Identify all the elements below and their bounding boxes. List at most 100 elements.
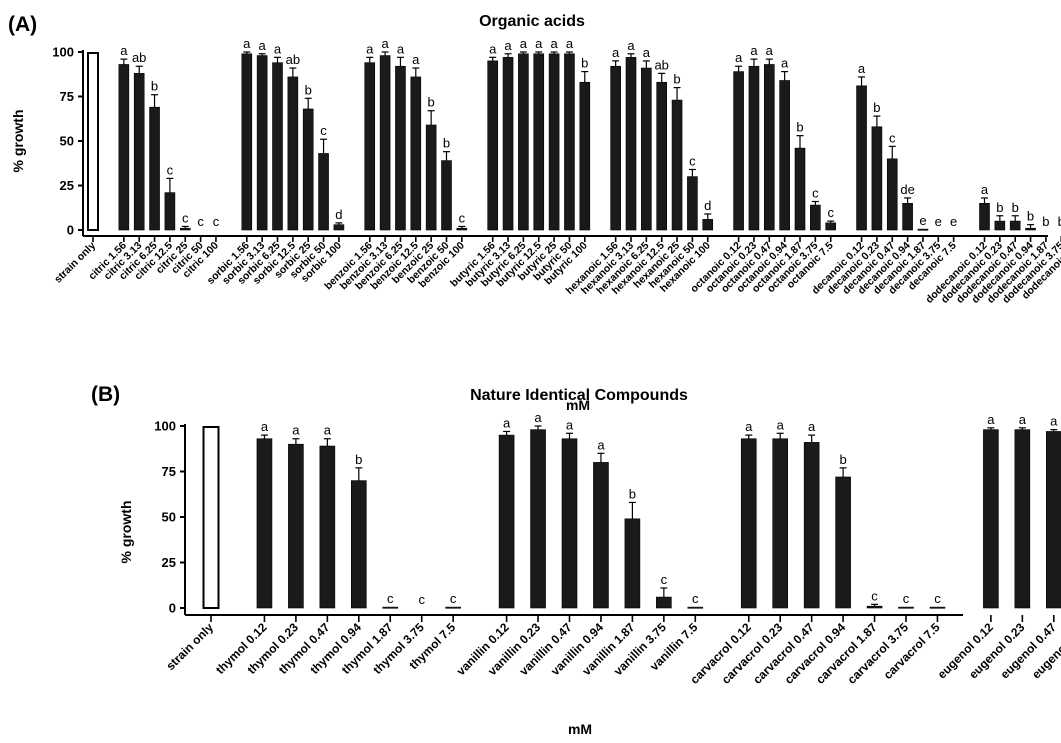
bar-benzoic-12-5 [411,77,421,230]
sig-letter-dodecanoic-0-12: a [981,182,989,197]
sig-letter-citric-100: c [213,214,220,229]
sig-letter-decanoic-3-75: e [935,214,942,229]
bar-decanoic-1-87 [918,229,928,230]
bar-thymol-0-94 [351,481,366,608]
bar-dodecanoic-0-47 [1010,221,1020,230]
bar-benzoic-50 [442,161,452,230]
sig-letter-hexanoic-25: b [673,72,680,87]
sig-letter-citric-3-13: ab [132,50,146,65]
sig-letter-dodecanoic-0-94: b [1027,209,1034,224]
bar-hexanoic-50 [687,177,697,230]
sig-letter-butyric-25: a [550,36,558,51]
sig-letter-octanoic-3-75: c [812,186,819,201]
bar-thymol-0-23 [288,444,303,608]
y-tick-label: 0 [67,223,74,238]
panel-a-y-axis-label: % growth [10,110,26,173]
sig-letter-decanoic-1-87: e [919,213,926,228]
bar-vanillin-1-87 [625,519,640,608]
bar-butyric-6-25 [518,54,528,230]
sig-letter-carvacrol-0-94: b [839,452,846,467]
bar-sorbic-100 [334,225,344,230]
sig-letter-carvacrol-3-75: c [903,591,910,606]
sig-letter-dodecanoic-0-23: b [996,200,1003,215]
sig-letter-vanillin-0-94: a [597,437,605,452]
bar-benzoic-6-25 [395,66,405,230]
bar-sorbic-6-25 [273,63,283,230]
sig-letter-butyric-100: b [581,56,588,71]
bar-benzoic-3-13 [380,56,390,230]
sig-letter-decanoic-0-23: b [873,100,880,115]
bar-carvacrol-0-12 [741,439,756,608]
sig-letter-butyric-12-5: a [535,36,543,51]
panel-b-x-axis-label: mM [568,721,592,737]
sig-letter-butyric-1-56: a [489,41,497,56]
sig-letter-octanoic-0-94: a [781,56,789,71]
bar-butyric-3-13 [503,57,513,230]
sig-letter-thymol-0-12: a [261,419,269,434]
sig-letter-citric-50: c [197,214,204,229]
bar-carvacrol-1-87 [867,606,882,608]
sig-letter-octanoic-0-12: a [735,50,743,65]
sig-letter-sorbic-25: b [305,82,312,97]
bar-vanillin-0-23 [531,430,546,608]
bar-hexanoic-3-13 [626,57,636,230]
y-tick-label: 75 [60,89,74,104]
sig-letter-benzoic-25: b [428,95,435,110]
sig-letter-carvacrol-7-5: c [934,591,941,606]
sig-letter-octanoic-0-47: a [766,43,774,58]
bar-decanoic-0-12 [857,86,867,230]
sig-letter-dodecanoic-0-47: b [1012,200,1019,215]
bar-hexanoic-6-25 [641,68,651,230]
bar-dodecanoic-0-12 [980,203,990,230]
sig-letter-benzoic-3-13: a [381,36,389,51]
bar-strain-only [88,53,98,230]
bar-butyric-12-5 [534,54,544,230]
sig-letter-sorbic-12-5: ab [286,52,300,67]
bar-butyric-1-56 [488,61,498,230]
bar-sorbic-25 [303,109,313,230]
sig-letter-dodecanoic-1-87: b [1042,214,1049,229]
panel-a-label: (A) [8,13,37,36]
bar-hexanoic-1-56 [611,66,621,230]
sig-letter-benzoic-12-5: a [412,52,420,67]
x-tick-label-strain-only: strain only [163,620,216,673]
bar-octanoic-1-87 [795,148,805,230]
sig-letter-thymol-0-23: a [292,423,300,438]
bar-citric-1-56 [119,64,129,230]
bar-octanoic-7-5 [826,223,836,230]
sig-letter-decanoic-0-47: c [889,130,896,145]
sig-letter-thymol-0-47: a [324,423,332,438]
bar-citric-25 [180,228,190,230]
bar-thymol-0-12 [257,439,272,608]
bar-strain-only [204,427,219,608]
bar-benzoic-100 [457,228,467,230]
bar-carvacrol-0-94 [836,477,851,608]
sig-letter-carvacrol-0-12: a [745,419,753,434]
bar-octanoic-3-75 [810,205,820,230]
sig-letter-carvacrol-1-87: c [871,588,878,603]
sig-letter-hexanoic-3-13: a [627,38,635,53]
sig-letter-sorbic-50: c [320,123,327,138]
bar-octanoic-0-94 [780,80,790,230]
panel-b-label: (B) [91,383,120,406]
bar-decanoic-0-23 [872,127,882,230]
bar-eugenol-0-12 [983,430,998,608]
bar-decanoic-0-47 [887,159,897,230]
bar-vanillin-0-47 [562,439,577,608]
sig-letter-vanillin-7-5: c [692,591,699,606]
bar-eugenol-0-47 [1046,431,1061,608]
bar-octanoic-0-23 [749,66,759,230]
sig-letter-benzoic-50: b [443,136,450,151]
sig-letter-thymol-7-5: c [450,591,457,606]
sig-letter-hexanoic-6-25: a [643,45,651,60]
sig-letter-citric-6-25: b [151,79,158,94]
sig-letter-vanillin-0-47: a [566,417,574,432]
y-tick-label: 50 [60,134,74,149]
bar-vanillin-0-94 [593,462,608,608]
bar-dodecanoic-0-23 [995,221,1005,230]
sig-letter-eugenol-0-47: a [1050,414,1058,429]
y-tick-label: 50 [162,510,176,525]
y-tick-label: 25 [60,178,74,193]
sig-letter-vanillin-3-75: c [661,572,668,587]
